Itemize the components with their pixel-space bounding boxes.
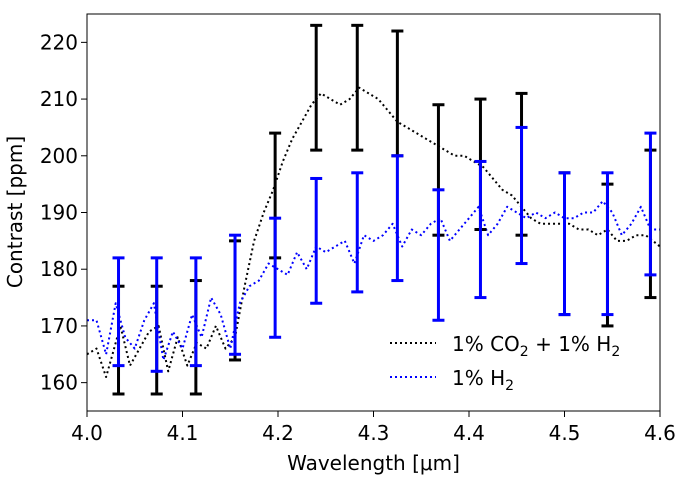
legend: 1% CO2 + 1% H2 1% H2: [390, 332, 620, 394]
error-bar-h2: [515, 125, 528, 266]
error-bar-h2: [432, 188, 445, 322]
error-bar-h2: [310, 176, 323, 305]
y-tick-label: 220: [40, 30, 78, 54]
series-line-co2-h2: [86, 86, 661, 378]
y-tick-label: 210: [40, 87, 78, 111]
error-bar-h2: [112, 256, 125, 368]
x-axis-label: Wavelength [μm]: [287, 451, 460, 475]
y-tick-label: 200: [40, 144, 78, 168]
error-bar-h2: [474, 159, 487, 300]
y-tick-label: 190: [40, 201, 78, 225]
x-tick-label: 4.6: [644, 421, 676, 445]
y-tick-label: 170: [40, 314, 78, 338]
series-line-h2: [87, 200, 660, 361]
x-axis: 4.0 4.1 4.2 4.3 4.4 4.5 4.6: [71, 411, 676, 445]
y-tick-label: 180: [40, 257, 78, 281]
x-tick-label: 4.5: [549, 421, 581, 445]
error-bar-h2: [269, 216, 282, 339]
x-tick-label: 4.0: [71, 421, 103, 445]
error-bar-h2: [601, 171, 614, 317]
y-axis-label: Contrast [ppm]: [3, 136, 27, 288]
x-tick-label: 4.4: [453, 421, 485, 445]
error-bar-h2: [351, 171, 364, 294]
error-bar-co2-h2: [310, 23, 323, 152]
error-bar-h2: [229, 233, 242, 356]
x-tick-label: 4.1: [167, 421, 199, 445]
errorbar-layer: [112, 23, 657, 396]
error-bar-h2: [189, 256, 202, 368]
error-bar-h2: [558, 171, 571, 317]
x-tick-label: 4.3: [358, 421, 390, 445]
x-tick-label: 4.2: [262, 421, 294, 445]
series-layer: [86, 86, 661, 378]
error-bar-h2: [644, 131, 657, 277]
y-axis: 160 170 180 190 200 210 220: [40, 30, 87, 395]
legend-label-h2: 1% H2: [452, 366, 514, 394]
error-bar-h2: [150, 256, 163, 373]
error-bar-co2-h2: [351, 23, 364, 152]
y-tick-label: 160: [40, 371, 78, 395]
legend-label-co2-h2: 1% CO2 + 1% H2: [452, 332, 620, 360]
error-bar-h2: [391, 154, 404, 283]
